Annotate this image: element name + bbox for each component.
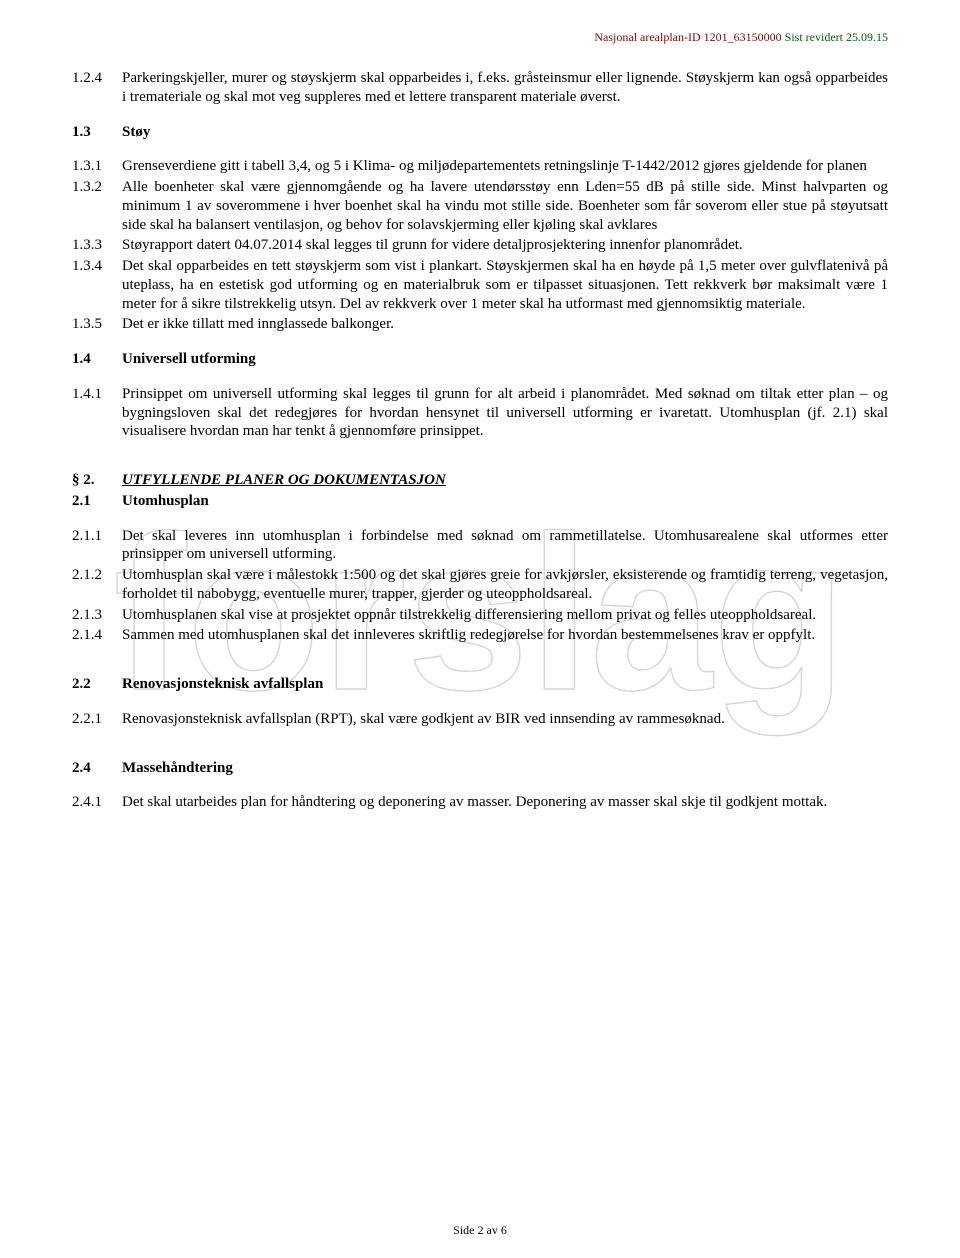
item-number: § 2.	[72, 471, 122, 490]
spacer	[72, 513, 888, 527]
item-text: Det skal opparbeides en tett støyskjerm …	[122, 257, 888, 313]
spacer	[72, 696, 888, 710]
document-body: 1.2.4Parkeringskjeller, murer og støyskj…	[72, 69, 888, 812]
item-number: 2.4	[72, 759, 122, 778]
paragraph-item: 2.4Massehåndtering	[72, 759, 888, 778]
paragraph-item: 2.1.4Sammen med utomhusplanen skal det i…	[72, 626, 888, 645]
item-text: Sammen med utomhusplanen skal det innlev…	[122, 626, 888, 645]
paragraph-item: 1.2.4Parkeringskjeller, murer og støyskj…	[72, 69, 888, 107]
footer-text: Side 2 av 6	[453, 1223, 507, 1237]
item-number: 1.4.1	[72, 385, 122, 441]
item-text: Parkeringskjeller, murer og støyskjerm s…	[122, 69, 888, 107]
spacer	[72, 336, 888, 350]
paragraph-item: 2.1.2Utomhusplan skal være i målestokk 1…	[72, 566, 888, 604]
spacer	[72, 745, 888, 759]
page: Nasjonal arealplan-ID 1201_63150000 Sist…	[0, 0, 960, 1258]
item-text: Støy	[122, 123, 888, 142]
item-text: Grenseverdiene gitt i tabell 3,4, og 5 i…	[122, 157, 888, 176]
item-number: 1.3.5	[72, 315, 122, 334]
spacer	[72, 143, 888, 157]
paragraph-item: 1.3Støy	[72, 123, 888, 142]
paragraph-item: § 2.UTFYLLENDE PLANER OG DOKUMENTASJON	[72, 471, 888, 490]
paragraph-item: 2.2.1Renovasjonsteknisk avfallsplan (RPT…	[72, 710, 888, 729]
item-number: 2.1.4	[72, 626, 122, 645]
paragraph-item: 2.1Utomhusplan	[72, 492, 888, 511]
page-header: Nasjonal arealplan-ID 1201_63150000 Sist…	[72, 30, 888, 45]
item-number: 1.2.4	[72, 69, 122, 107]
item-text: Alle boenheter skal være gjennomgående o…	[122, 178, 888, 234]
item-text: Utomhusplan skal være i målestokk 1:500 …	[122, 566, 888, 604]
item-number: 2.1.3	[72, 606, 122, 625]
spacer	[72, 731, 888, 745]
item-text: UTFYLLENDE PLANER OG DOKUMENTASJON	[122, 471, 888, 490]
item-text: Renovasjonsteknisk avfallsplan	[122, 675, 888, 694]
item-text: Det er ikke tillatt med innglassede balk…	[122, 315, 888, 334]
spacer	[72, 371, 888, 385]
item-number: 1.4	[72, 350, 122, 369]
item-number: 1.3.3	[72, 236, 122, 255]
item-number: 2.1	[72, 492, 122, 511]
item-number: 1.3	[72, 123, 122, 142]
item-number: 2.4.1	[72, 793, 122, 812]
item-number: 2.2.1	[72, 710, 122, 729]
paragraph-item: 1.3.3Støyrapport datert 04.07.2014 skal …	[72, 236, 888, 255]
paragraph-item: 1.3.1Grenseverdiene gitt i tabell 3,4, o…	[72, 157, 888, 176]
item-number: 1.3.4	[72, 257, 122, 313]
item-text: Prinsippet om universell utforming skal …	[122, 385, 888, 441]
item-text: Massehåndtering	[122, 759, 888, 778]
item-text: Det skal leveres inn utomhusplan i forbi…	[122, 527, 888, 565]
spacer	[72, 647, 888, 661]
item-text: Renovasjonsteknisk avfallsplan (RPT), sk…	[122, 710, 888, 729]
spacer	[72, 779, 888, 793]
paragraph-item: 1.3.4Det skal opparbeides en tett støysk…	[72, 257, 888, 313]
paragraph-item: 2.2Renovasjonsteknisk avfallsplan	[72, 675, 888, 694]
item-number: 1.3.2	[72, 178, 122, 234]
spacer	[72, 661, 888, 675]
item-text: Det skal utarbeides plan for håndtering …	[122, 793, 888, 812]
item-text: Utomhusplanen skal vise at prosjektet op…	[122, 606, 888, 625]
item-number: 2.2	[72, 675, 122, 694]
item-number: 2.1.2	[72, 566, 122, 604]
item-number: 1.3.1	[72, 157, 122, 176]
header-left: Nasjonal arealplan-ID 1201_63150000	[594, 30, 781, 44]
item-text: Støyrapport datert 04.07.2014 skal legge…	[122, 236, 888, 255]
paragraph-item: 2.1.1Det skal leveres inn utomhusplan i …	[72, 527, 888, 565]
paragraph-item: 2.1.3Utomhusplanen skal vise at prosjekt…	[72, 606, 888, 625]
spacer	[72, 457, 888, 471]
paragraph-item: 1.3.5Det er ikke tillatt med innglassede…	[72, 315, 888, 334]
item-text: Utomhusplan	[122, 492, 888, 511]
paragraph-item: 1.4Universell utforming	[72, 350, 888, 369]
item-number: 2.1.1	[72, 527, 122, 565]
spacer	[72, 443, 888, 457]
item-text: Universell utforming	[122, 350, 888, 369]
spacer	[72, 109, 888, 123]
paragraph-item: 1.4.1Prinsippet om universell utforming …	[72, 385, 888, 441]
page-footer: Side 2 av 6	[0, 1223, 960, 1238]
header-right: Sist revidert 25.09.15	[782, 30, 888, 44]
paragraph-item: 1.3.2Alle boenheter skal være gjennomgåe…	[72, 178, 888, 234]
paragraph-item: 2.4.1Det skal utarbeides plan for håndte…	[72, 793, 888, 812]
